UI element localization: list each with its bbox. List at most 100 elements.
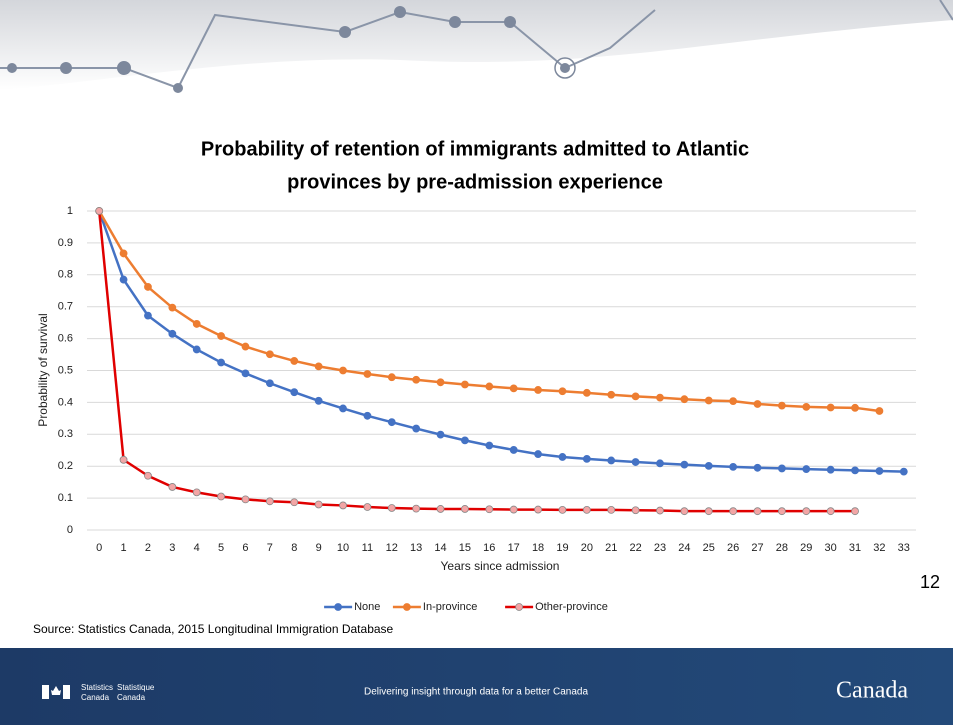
y-tick-label: 0.5 [58, 364, 73, 376]
data-point [339, 404, 347, 413]
data-point [509, 505, 518, 514]
legend-label: None [354, 601, 380, 613]
data-point [436, 505, 445, 513]
data-point [607, 506, 616, 514]
x-tick-label: 12 [386, 542, 398, 554]
data-point [680, 395, 689, 404]
data-point [607, 390, 616, 399]
data-point [656, 393, 664, 402]
data-point [704, 507, 713, 516]
data-point [485, 441, 494, 450]
legend-marker [402, 603, 411, 611]
x-tick-label: 18 [532, 542, 544, 554]
series-line [98, 210, 904, 473]
x-tick-label: 0 [96, 542, 102, 554]
data-point [412, 504, 421, 513]
y-tick-label: 0.7 [58, 301, 73, 313]
series-line [98, 210, 880, 413]
data-point [119, 249, 128, 258]
x-tick-label: 20 [581, 542, 593, 554]
x-tick-label: 30 [825, 542, 837, 554]
tagline: Delivering insight through data for a be… [364, 687, 588, 698]
org-name: Statistique [117, 683, 155, 692]
data-point [217, 332, 226, 340]
data-point [461, 505, 469, 513]
y-tick-label: 1 [67, 205, 73, 217]
data-point [802, 507, 811, 516]
data-point [509, 384, 518, 393]
data-point [192, 488, 201, 497]
data-point [265, 350, 274, 359]
x-tick-label: 29 [800, 542, 812, 554]
data-point [314, 396, 323, 405]
x-tick-label: 3 [169, 542, 175, 554]
x-tick-label: 24 [678, 542, 690, 554]
data-point [314, 362, 323, 371]
data-point [339, 501, 347, 510]
data-point [314, 500, 323, 509]
data-point [363, 370, 372, 378]
legend-marker [515, 603, 523, 611]
data-point [631, 392, 640, 401]
data-point [753, 400, 762, 408]
x-tick-label: 23 [654, 542, 666, 554]
legend-label: In-province [423, 601, 477, 613]
data-point [631, 506, 640, 515]
data-point [485, 505, 494, 514]
x-tick-label: 32 [873, 542, 885, 554]
data-point [412, 424, 421, 433]
data-point [851, 466, 859, 475]
data-point [704, 461, 713, 470]
data-point [168, 329, 177, 338]
top-decoration [0, 0, 953, 93]
data-point [217, 358, 226, 367]
x-tick-label: 25 [703, 542, 715, 554]
data-point [875, 467, 884, 475]
data-point [168, 303, 177, 312]
data-point [582, 506, 591, 514]
legend-label: Other-province [535, 601, 608, 613]
chart-title: Probability of retention of immigrants a… [201, 138, 749, 160]
data-point [265, 497, 274, 506]
data-point [656, 506, 664, 515]
data-point [680, 507, 689, 516]
x-tick-label: 15 [459, 542, 471, 554]
x-tick-label: 13 [410, 542, 422, 554]
legend-marker [334, 603, 343, 611]
x-tick-label: 33 [898, 542, 910, 554]
data-point [95, 207, 104, 215]
data-point [753, 463, 762, 472]
data-point [265, 379, 274, 388]
data-point [290, 357, 299, 365]
y-tick-label: 0.3 [58, 428, 73, 440]
data-point [875, 407, 884, 415]
data-point [241, 495, 250, 504]
x-tick-label: 10 [337, 542, 349, 554]
data-point [534, 505, 542, 514]
data-point [558, 387, 567, 396]
data-point [509, 446, 518, 454]
x-tick-label: 7 [267, 542, 273, 554]
data-point [241, 369, 250, 378]
data-point [753, 507, 762, 516]
data-point [119, 275, 128, 284]
data-point [777, 401, 786, 410]
x-tick-label: 28 [776, 542, 788, 554]
chart-title: provinces by pre-admission experience [287, 171, 663, 193]
data-point [363, 503, 372, 511]
x-tick-label: 17 [508, 542, 520, 554]
x-tick-label: 6 [242, 542, 248, 554]
y-tick-label: 0.6 [58, 333, 73, 345]
data-point [826, 507, 835, 516]
x-tick-label: 8 [291, 542, 297, 554]
data-point [192, 345, 201, 354]
data-point [558, 453, 567, 461]
y-tick-label: 0.9 [58, 237, 73, 249]
data-point [729, 397, 738, 406]
x-axis-title: Years since admission [441, 559, 560, 573]
data-point [290, 388, 299, 397]
x-tick-label: 1 [121, 542, 127, 554]
data-point [436, 378, 445, 387]
slide-number: 12 [920, 572, 940, 592]
